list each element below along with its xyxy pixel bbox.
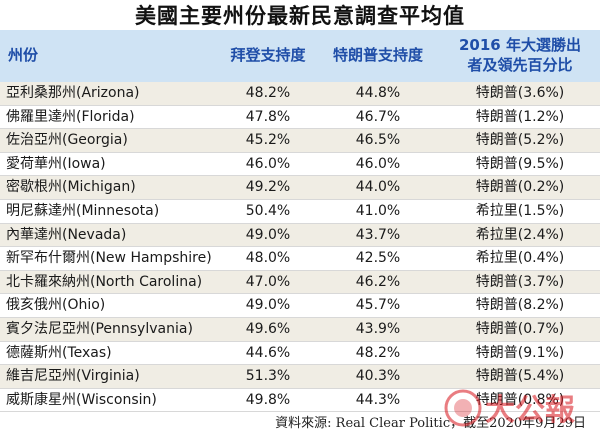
cell-biden: 48.0%: [245, 250, 291, 267]
cell-2016: 特朗普(5.4%): [475, 368, 565, 385]
cell-state: 佛羅里達州(Florida): [6, 108, 135, 125]
table-row: 密歇根州(Michigan) 49.2% 44.0% 特朗普(0.2%): [0, 176, 600, 200]
cell-biden: 48.2%: [245, 85, 291, 101]
table-row: 亞利桑那州(Arizona) 48.2% 44.8% 特朗普(3.6%): [0, 82, 600, 106]
header-2016-winner: 2016 年大選勝出 者及領先百分比: [440, 35, 600, 75]
header-2016-line1: 2016 年大選勝出: [459, 36, 581, 54]
cell-2016: 希拉里(0.4%): [475, 250, 565, 267]
cell-state: 威斯康星州(Wisconsin): [6, 391, 157, 408]
cell-2016: 特朗普(0.2%): [475, 179, 565, 196]
source-note: 資料來源: Real Clear Politic，截至2020年9月29日: [275, 416, 586, 431]
cell-2016: 特朗普(1.2%): [475, 108, 565, 125]
cell-2016: 特朗普(5.2%): [475, 132, 565, 149]
table-title: 美國主要州份最新民意調查平均值: [135, 3, 465, 28]
cell-biden: 49.2%: [245, 179, 291, 196]
cell-trump: 46.2%: [355, 273, 401, 290]
cell-2016: 特朗普(9.1%): [475, 344, 565, 361]
table-row: 明尼蘇達州(Minnesota) 50.4% 41.0% 希拉里(1.5%): [0, 199, 600, 224]
table-body: 亞利桑那州(Arizona) 48.2% 44.8% 特朗普(3.6%) 佛羅里達州(…: [0, 82, 600, 413]
cell-trump: 46.0%: [355, 155, 401, 172]
cell-state: 賓夕法尼亞州(Pennsylvania): [6, 320, 193, 337]
cell-state: 德薩斯州(Texas): [6, 344, 112, 361]
table-row: 佛羅里達州(Florida) 47.8% 46.7% 特朗普(1.2%): [0, 105, 600, 130]
cell-biden: 50.4%: [245, 202, 291, 219]
cell-state: 內華達州(Nevada): [6, 226, 127, 243]
header-trump-support: 特朗普支持度: [332, 46, 423, 64]
cell-trump: 48.2%: [355, 344, 401, 361]
cell-trump: 45.7%: [355, 297, 401, 314]
cell-trump: 44.8%: [355, 85, 401, 101]
cell-state: 明尼蘇達州(Minnesota): [6, 202, 160, 219]
cell-trump: 43.9%: [355, 320, 401, 337]
cell-2016: 特朗普(3.7%): [475, 273, 565, 290]
header-state: 州份: [8, 46, 39, 64]
cell-biden: 49.8%: [245, 391, 291, 408]
table-row: 內華達州(Nevada) 49.0% 43.7% 希拉里(2.4%): [0, 223, 600, 248]
cell-trump: 46.7%: [355, 108, 401, 125]
cell-biden: 49.0%: [245, 226, 291, 243]
cell-state: 維吉尼亞州(Virginia): [6, 368, 140, 385]
cell-2016: 特朗普(0.8%): [475, 391, 565, 408]
cell-trump: 44.3%: [355, 391, 401, 408]
table-row: 新罕布什爾州(New Hampshire) 48.0% 42.5% 希拉里(0.4%): [0, 247, 600, 271]
cell-trump: 46.5%: [355, 132, 401, 149]
cell-2016: 特朗普(8.2%): [475, 297, 565, 314]
cell-state: 亞利桑那州(Arizona): [6, 85, 140, 101]
cell-state: 密歇根州(Michigan): [6, 179, 136, 196]
cell-trump: 43.7%: [355, 226, 401, 243]
cell-biden: 49.6%: [245, 320, 291, 337]
cell-2016: 希拉里(1.5%): [475, 202, 565, 219]
cell-state: 佐治亞州(Georgia): [6, 132, 128, 149]
table-row: 俄亥俄州(Ohio) 49.0% 45.7% 特朗普(8.2%): [0, 294, 600, 318]
cell-biden: 46.0%: [245, 155, 291, 172]
cell-biden: 44.6%: [245, 344, 291, 361]
table-row: 維吉尼亞州(Virginia) 51.3% 40.3% 特朗普(5.4%): [0, 365, 600, 389]
cell-biden: 49.0%: [245, 297, 291, 314]
cell-biden: 47.8%: [245, 108, 291, 125]
cell-2016: 特朗普(9.5%): [475, 155, 565, 172]
table-row: 德薩斯州(Texas) 44.6% 48.2% 特朗普(9.1%): [0, 341, 600, 366]
header-biden-support: 拜登支持度: [230, 46, 306, 64]
table-row: 北卡羅來納州(North Carolina) 47.0% 46.2% 特朗普(3.7%…: [0, 270, 600, 295]
cell-2016: 特朗普(0.7%): [475, 320, 565, 337]
cell-trump: 44.0%: [355, 179, 401, 196]
cell-state: 俄亥俄州(Ohio): [6, 297, 106, 314]
cell-state: 北卡羅來納州(North Carolina): [6, 273, 203, 290]
table-header: 州份 拜登支持度 特朗普支持度 2016 年大選勝出 者及領先百分比: [0, 30, 600, 82]
cell-biden: 47.0%: [245, 273, 291, 290]
cell-2016: 希拉里(2.4%): [475, 226, 565, 243]
table-row: 賓夕法尼亞州(Pennsylvania) 49.6% 43.9% 特朗普(0.7%): [0, 317, 600, 342]
table-row: 佐治亞州(Georgia) 45.2% 46.5% 特朗普(5.2%): [0, 129, 600, 153]
cell-trump: 42.5%: [355, 250, 401, 267]
cell-biden: 45.2%: [245, 132, 291, 149]
cell-state: 愛荷華州(Iowa): [6, 155, 106, 172]
cell-2016: 特朗普(3.6%): [475, 85, 565, 101]
header-2016-line2: 者及領先百分比: [467, 56, 573, 74]
cell-state: 新罕布什爾州(New Hampshire): [6, 250, 212, 267]
cell-trump: 41.0%: [355, 202, 401, 219]
cell-biden: 51.3%: [245, 368, 291, 385]
cell-trump: 40.3%: [355, 368, 401, 385]
table-row: 威斯康星州(Wisconsin) 49.8% 44.3% 特朗普(0.8%): [0, 388, 600, 413]
table-row: 愛荷華州(Iowa) 46.0% 46.0% 特朗普(9.5%): [0, 152, 600, 177]
